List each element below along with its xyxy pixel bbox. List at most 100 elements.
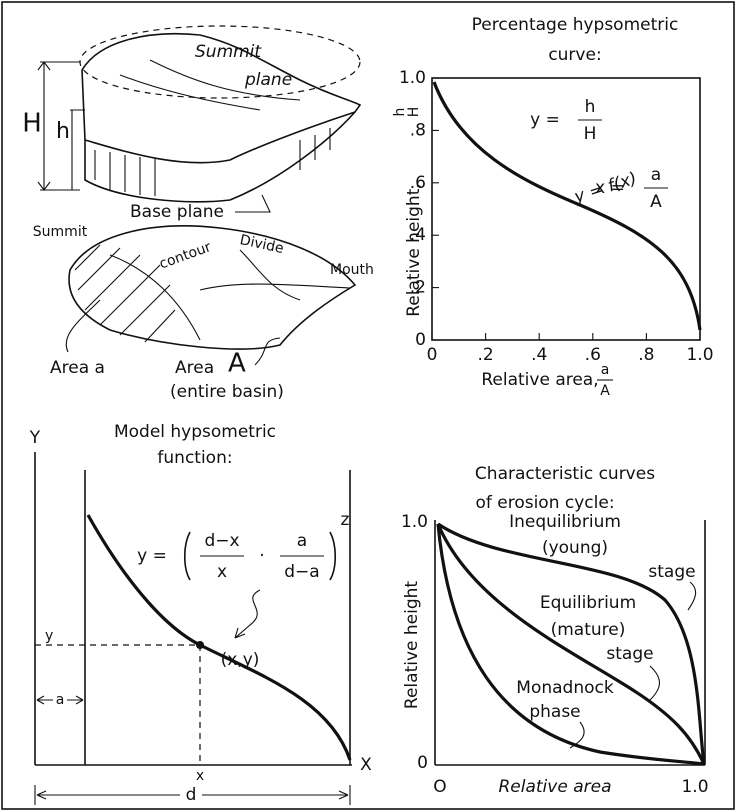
y-label: Relative height, — [404, 183, 424, 317]
label-mouth: Mouth — [330, 262, 374, 278]
x-tick-label: 1.0 — [686, 345, 713, 365]
a-mark: a — [56, 692, 65, 708]
title: curve: — [548, 45, 601, 65]
label-area-A: A — [228, 349, 246, 379]
base-plane-arrow — [235, 194, 271, 213]
curve-label: stage — [606, 644, 653, 664]
x-tick-label: 1.0 — [681, 777, 708, 797]
y-tick-label: .4 — [410, 225, 426, 245]
plot-frame — [431, 77, 701, 341]
ticks: 0 .2 .4 .6 .8 1.0 0 .2 .4 .6 .8 1.0 — [399, 68, 714, 365]
title: Percentage hypsometric — [472, 15, 679, 35]
title: Model hypsometric — [114, 422, 276, 442]
percentage-curve: Percentage hypsometric curve: 0 .2 .4 .6 .8 1… — [392, 15, 714, 399]
y-tick-label: .2 — [410, 278, 426, 298]
point — [196, 641, 204, 649]
y-mark: y — [45, 628, 53, 644]
basin-hatch — [74, 244, 176, 343]
label-plane: plane — [244, 70, 292, 90]
d-mark: d — [186, 785, 197, 805]
y-tick-label: 0 — [417, 753, 428, 773]
x-mark: x — [196, 768, 204, 784]
block-side — [84, 111, 356, 203]
eq: d−a — [284, 562, 319, 582]
label-area-a: Area a — [50, 358, 105, 378]
model-function: Model hypsometric function: Y X y (x,y) … — [29, 422, 372, 805]
curve-label: phase — [529, 702, 580, 722]
curve-label: (mature) — [551, 620, 626, 640]
x-label: Relative area, — [481, 370, 598, 390]
x-label: a — [601, 362, 610, 378]
title: of erosion cycle: — [475, 493, 614, 513]
model-curve — [86, 514, 352, 761]
y-tick-label: 0 — [415, 330, 426, 350]
label-summit-2: Summit — [33, 224, 88, 240]
eq: a — [297, 531, 307, 551]
curve-label: (young) — [542, 538, 608, 558]
label-contour: contour — [157, 239, 213, 273]
label-bg — [180, 786, 202, 804]
x-tick-label: .6 — [585, 345, 601, 365]
young-curve — [437, 522, 706, 765]
point-label: (x,y) — [221, 650, 260, 670]
axis-label: X — [360, 755, 372, 775]
brackets — [183, 531, 337, 581]
label-area: Area — [175, 358, 214, 378]
x-tick-label: .8 — [638, 345, 654, 365]
curve-label: Monadnock — [516, 678, 614, 698]
label-base-plane: Base plane — [130, 202, 224, 222]
y-tick-label: 1.0 — [399, 68, 426, 88]
hatch — [94, 128, 331, 196]
eq: · — [259, 546, 264, 566]
x-tick-label: O — [433, 777, 446, 797]
y-label: h — [392, 108, 408, 117]
title: function: — [157, 448, 232, 468]
curve-label: stage — [648, 562, 695, 582]
label-H: H — [22, 109, 42, 139]
eq: x = — [595, 178, 625, 198]
curve-label: Inequilibrium — [509, 512, 621, 532]
contours — [119, 59, 301, 111]
x-label: Relative area — [498, 777, 611, 797]
curve-label: y = f(x) — [571, 169, 639, 208]
label-bg — [53, 692, 67, 708]
eq: y = — [137, 546, 167, 566]
axis-label: Y — [29, 428, 41, 448]
basin-streams — [109, 249, 351, 341]
monadnock-curve — [436, 523, 705, 766]
label-summit: Summit — [195, 42, 262, 62]
block-top — [81, 32, 362, 164]
y-tick-label: .8 — [410, 120, 426, 140]
eq: H — [584, 124, 597, 144]
height-arrows — [37, 61, 85, 191]
eq: z — [341, 510, 350, 530]
y-label: Relative height — [402, 581, 422, 709]
mature-curve — [436, 523, 706, 765]
erosion-cycle: Characteristic curves of erosion cycle: … — [401, 464, 709, 797]
eq: x — [217, 562, 227, 582]
eq-arrow — [234, 589, 261, 639]
eq: a — [651, 165, 661, 185]
y-label: H — [406, 107, 422, 118]
x-tick-label: 0 — [427, 345, 438, 365]
eq: h — [585, 97, 596, 117]
title: Characteristic curves — [475, 464, 655, 484]
x-label: A — [600, 383, 610, 399]
eq: y = — [530, 110, 560, 130]
label-divide: Divide — [238, 232, 285, 257]
y-tick-label: 1.0 — [401, 512, 428, 532]
label-arrows — [569, 581, 697, 749]
hypsometric-curve — [432, 81, 702, 331]
label-entire-basin: (entire basin) — [170, 382, 284, 402]
eq: d−x — [204, 531, 239, 551]
basin-outline — [68, 225, 357, 350]
x-tick-label: .2 — [477, 345, 493, 365]
basin-sketch: H h Summit plane Base plane Summit conto… — [22, 25, 374, 402]
x-tick-label: .4 — [531, 345, 547, 365]
y-tick-label: .6 — [410, 173, 426, 193]
curve-label: Equilibrium — [540, 593, 636, 613]
eq: A — [650, 192, 662, 212]
area-arrows — [65, 299, 281, 366]
